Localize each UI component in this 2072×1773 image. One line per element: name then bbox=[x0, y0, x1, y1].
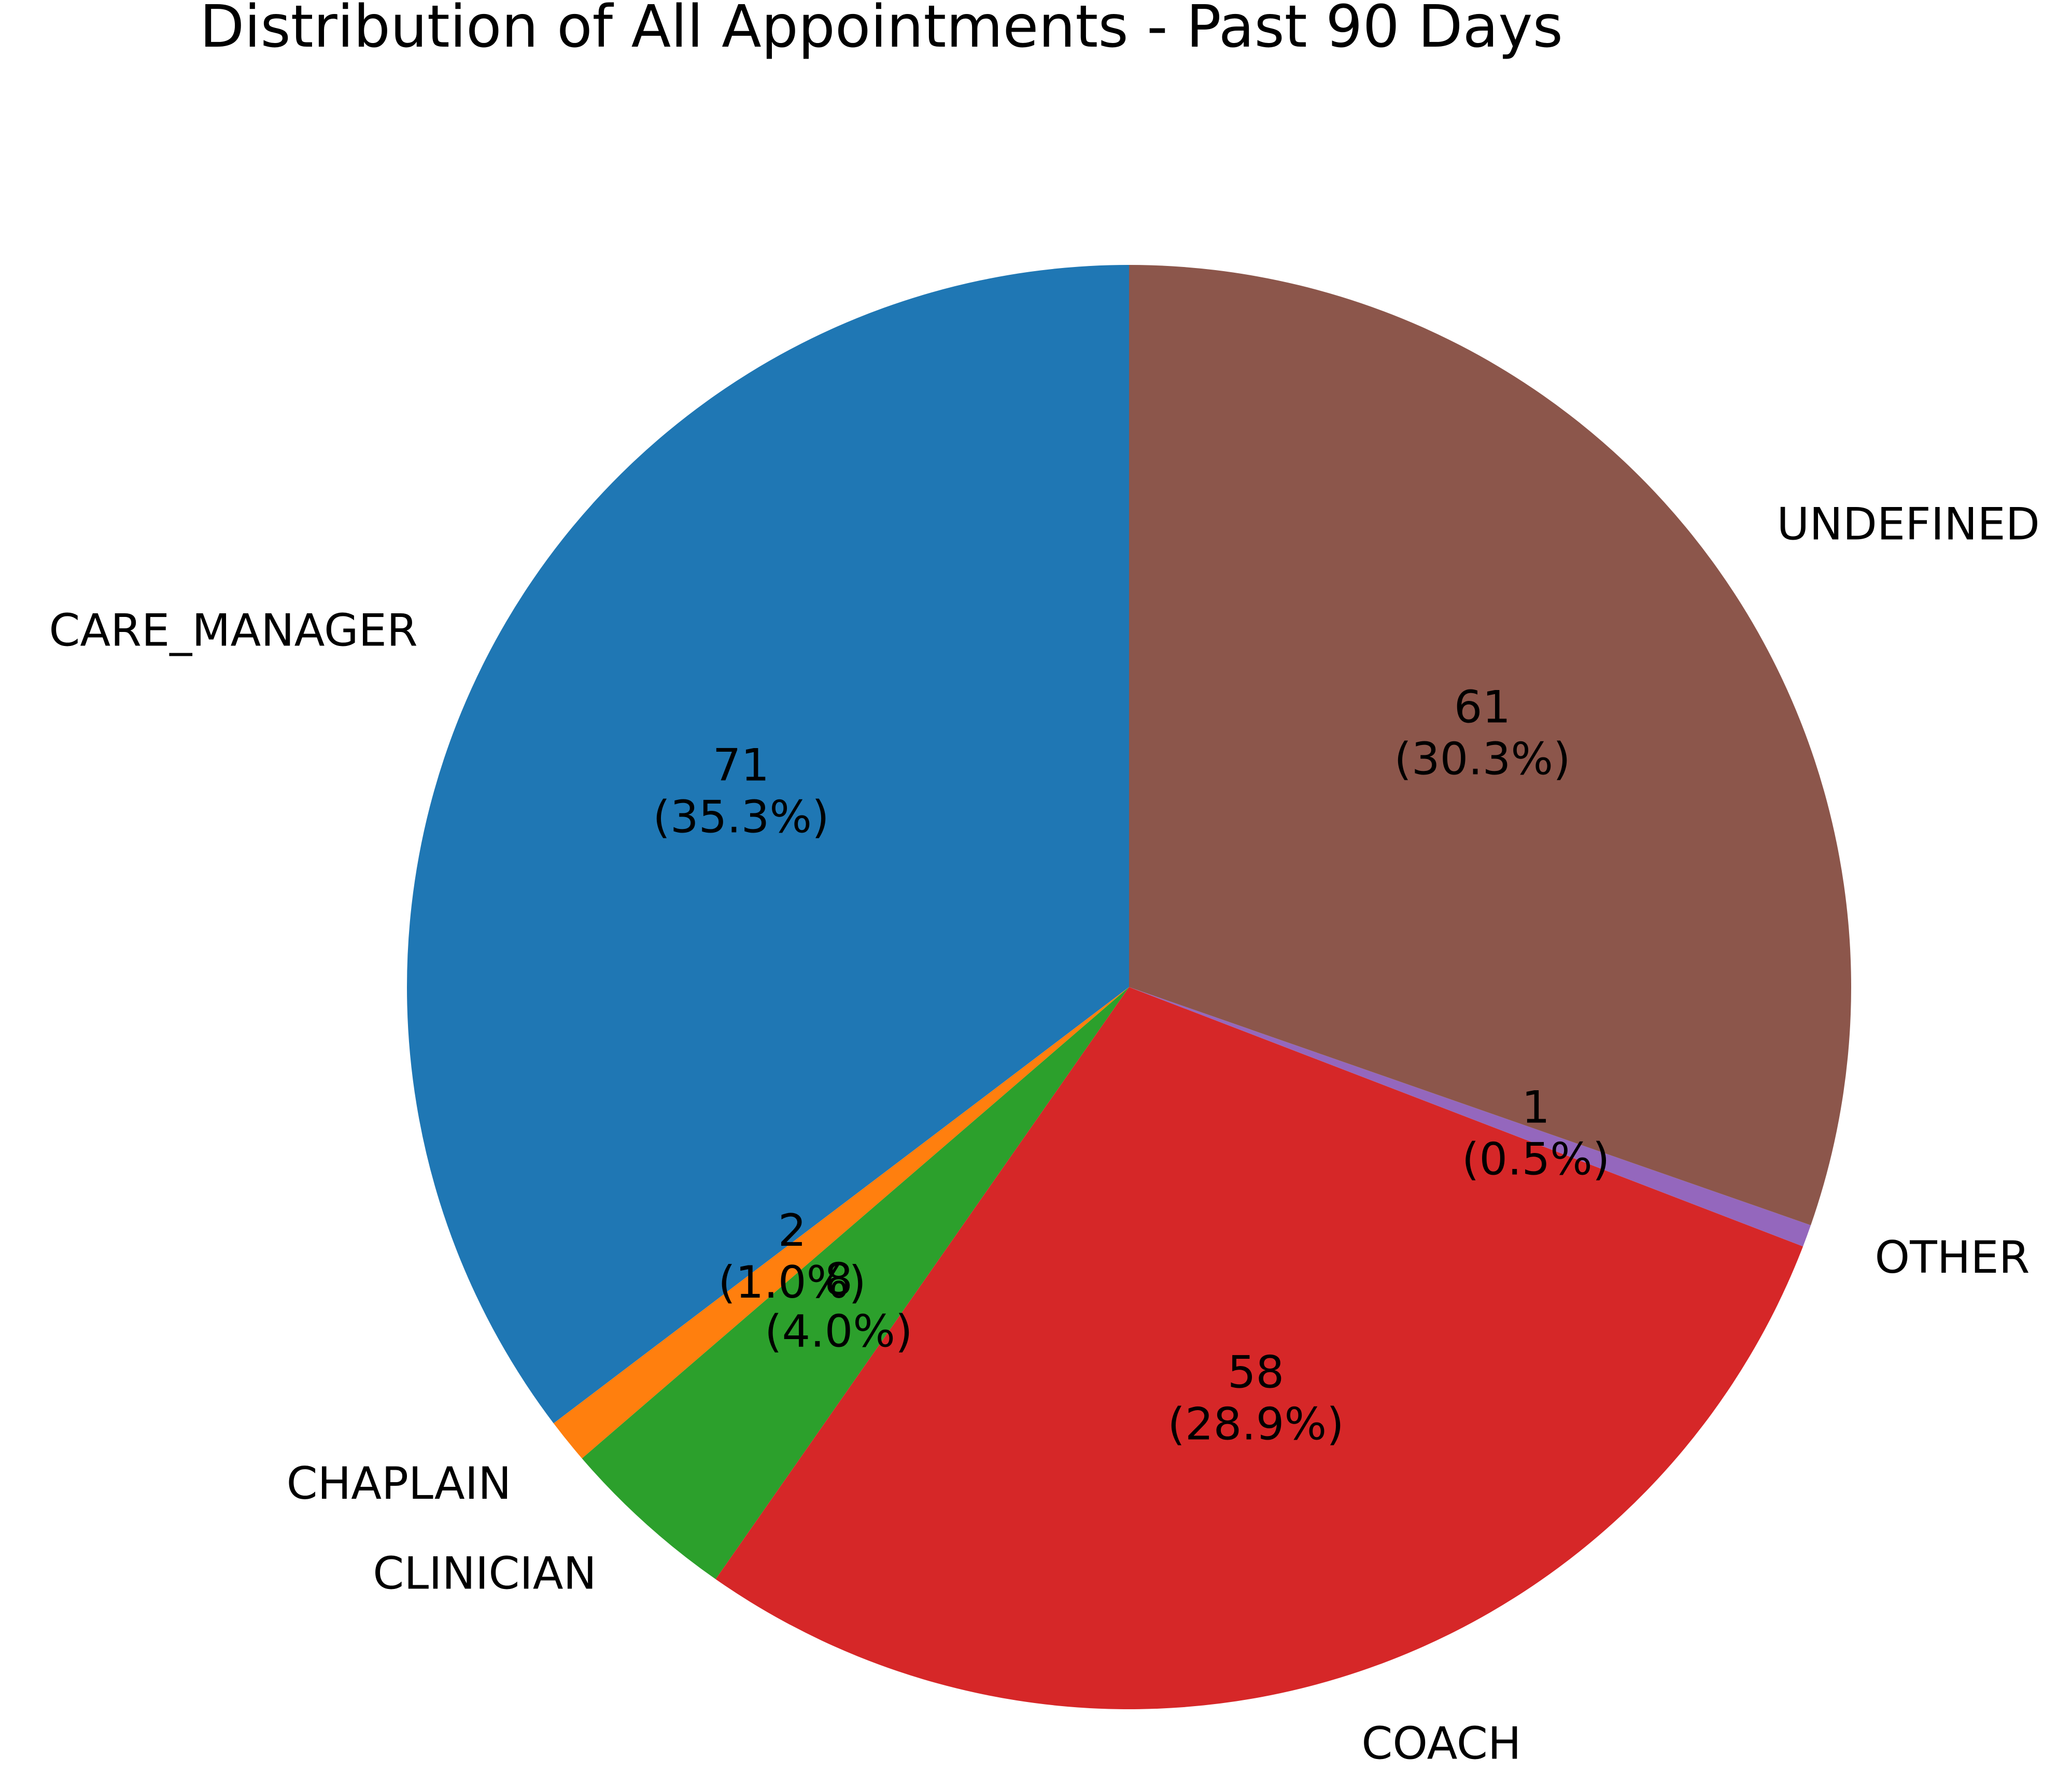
count-label-coach: 58 bbox=[1228, 1347, 1284, 1399]
slice-undefined bbox=[1129, 265, 1851, 1226]
percent-label-chaplain: (1.0%) bbox=[718, 1257, 866, 1308]
count-label-undefined: 61 bbox=[1454, 682, 1511, 734]
category-label-chaplain: CHAPLAIN bbox=[287, 1458, 512, 1510]
category-label-undefined: UNDEFINED bbox=[1777, 498, 2040, 550]
percent-label-undefined: (30.3%) bbox=[1394, 734, 1570, 785]
count-label-clinician: 8 bbox=[824, 1254, 853, 1306]
slice-care-manager bbox=[407, 265, 1129, 1424]
percent-label-coach: (28.9%) bbox=[1167, 1399, 1344, 1451]
category-label-other: OTHER bbox=[1875, 1232, 2030, 1284]
category-label-care-manager: CARE_MANAGER bbox=[49, 605, 417, 657]
count-label-chaplain: 2 bbox=[778, 1205, 807, 1257]
chart-title: Distribution of All Appointments - Past … bbox=[200, 0, 1563, 61]
slice-other bbox=[1129, 987, 1811, 1247]
pie-labels: CARE_MANAGER 71(35.3%) CHAPLAIN 2(1.0%) CLIN… bbox=[49, 498, 2040, 1769]
pie-slices bbox=[407, 265, 1851, 1709]
count-label-other: 1 bbox=[1521, 1081, 1550, 1133]
percent-label-clinician: (4.0%) bbox=[765, 1306, 913, 1358]
count-label-care-manager: 71 bbox=[713, 740, 769, 792]
slice-clinician bbox=[582, 987, 1129, 1580]
slice-chaplain bbox=[553, 987, 1129, 1459]
percent-label-other: (0.5%) bbox=[1462, 1133, 1610, 1185]
category-label-coach: COACH bbox=[1361, 1718, 1521, 1770]
slice-coach bbox=[715, 987, 1803, 1709]
category-label-clinician: CLINICIAN bbox=[373, 1548, 597, 1600]
percent-label-care-manager: (35.3%) bbox=[653, 792, 829, 843]
